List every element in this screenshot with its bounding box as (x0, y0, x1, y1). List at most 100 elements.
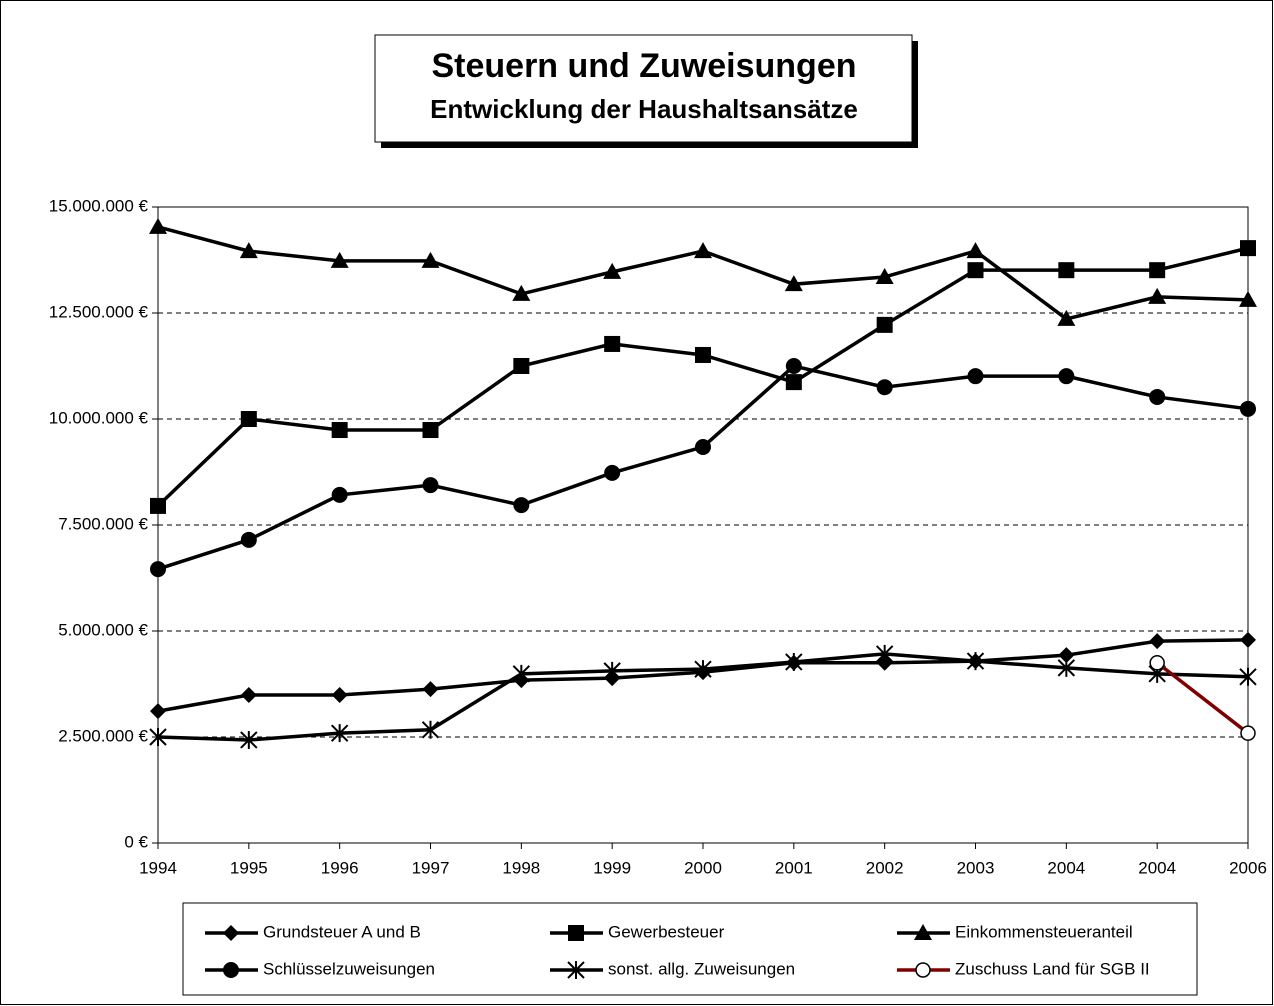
point (149, 728, 167, 746)
x-tick-label: 1996 (321, 858, 359, 877)
point (330, 724, 349, 743)
y-tick-label: 2.500.000 € (58, 726, 148, 745)
point (240, 531, 257, 548)
point (785, 374, 802, 391)
point (512, 664, 531, 683)
point (149, 217, 167, 234)
title-box (374, 34, 913, 143)
point (512, 284, 531, 301)
point (876, 316, 893, 333)
x-tick-label: 2001 (775, 858, 813, 877)
point (784, 275, 803, 292)
x-tick-label: 2002 (866, 858, 904, 877)
point (240, 411, 257, 427)
series-line (1156, 661, 1250, 735)
x-tick-label: 1997 (412, 858, 450, 877)
y-tick-label: 15.000.000 € (49, 196, 149, 215)
legend-label: sonst. allg. Zuweisungen (608, 959, 795, 978)
point (1240, 725, 1256, 741)
point (150, 703, 166, 720)
point (331, 486, 348, 503)
legend-marker (914, 924, 932, 940)
x-tick-label: 2004 (1138, 858, 1176, 877)
point (1057, 309, 1076, 326)
point (422, 477, 439, 494)
point (421, 720, 440, 739)
point (603, 661, 621, 680)
point (1149, 262, 1166, 279)
point (513, 358, 530, 374)
point (966, 652, 985, 671)
x-tick-label: 1999 (593, 858, 631, 877)
point (150, 561, 166, 578)
point (694, 242, 712, 259)
point (785, 358, 802, 374)
x-tick-label: 1994 (139, 858, 177, 877)
x-tick-label: 1998 (502, 858, 540, 877)
point (875, 644, 894, 663)
point (1239, 290, 1257, 307)
y-tick-label: 5.000.000 € (58, 620, 148, 639)
point (967, 262, 984, 279)
point (785, 652, 803, 671)
y-tick-label: 7.500.000 € (58, 514, 148, 533)
point (331, 687, 348, 704)
y-tick-label: 0 € (124, 832, 148, 851)
point (604, 464, 621, 481)
point (967, 368, 984, 385)
point (240, 687, 257, 704)
point (1239, 667, 1257, 686)
point (1149, 633, 1166, 650)
point (694, 660, 712, 679)
legend-label: Schlüsselzuweisungen (263, 959, 435, 978)
x-tick-label: 2004 (1047, 858, 1085, 877)
chart-subtitle: Entwicklung der Haushaltsansätze (430, 94, 858, 124)
legend-marker (568, 925, 584, 941)
y-tick-label: 12.500.000 € (49, 302, 149, 321)
legend-label: Gewerbesteuer (608, 922, 725, 941)
point (1058, 647, 1075, 664)
point (604, 335, 621, 352)
x-tick-label: 2003 (957, 858, 995, 877)
point (421, 251, 440, 268)
point (603, 262, 622, 279)
legend-marker (223, 925, 239, 941)
x-tick-label: 2006 (1229, 858, 1267, 877)
point (331, 422, 348, 439)
point (695, 346, 711, 363)
point (513, 497, 530, 514)
point (1240, 631, 1256, 648)
x-tick-label: 1995 (230, 858, 268, 877)
point (240, 730, 258, 749)
chart-title: Steuern und Zuweisungen (431, 47, 856, 85)
y-tick-label: 10.000.000 € (49, 408, 149, 427)
legend-label: Zuschuss Land für SGB II (955, 959, 1150, 978)
point (239, 242, 258, 259)
point (695, 438, 711, 455)
point (1057, 658, 1076, 677)
x-tick-label: 2000 (684, 858, 722, 877)
point (875, 267, 894, 284)
point (1149, 388, 1166, 405)
legend-label: Grundsteuer A und B (263, 922, 421, 941)
point (1058, 262, 1075, 279)
point (1240, 240, 1256, 257)
point (876, 379, 893, 396)
point (330, 251, 349, 268)
point (1240, 400, 1256, 417)
point (1058, 368, 1075, 385)
point (422, 422, 439, 439)
point (966, 242, 985, 259)
point (1148, 287, 1167, 304)
legend-marker (567, 961, 585, 979)
point (150, 497, 166, 514)
legend-label: Einkommensteueranteil (955, 922, 1133, 941)
legend-marker (915, 962, 931, 978)
point (422, 681, 439, 698)
legend-marker (223, 962, 239, 978)
point (1149, 655, 1165, 671)
legend-box (182, 902, 1198, 996)
